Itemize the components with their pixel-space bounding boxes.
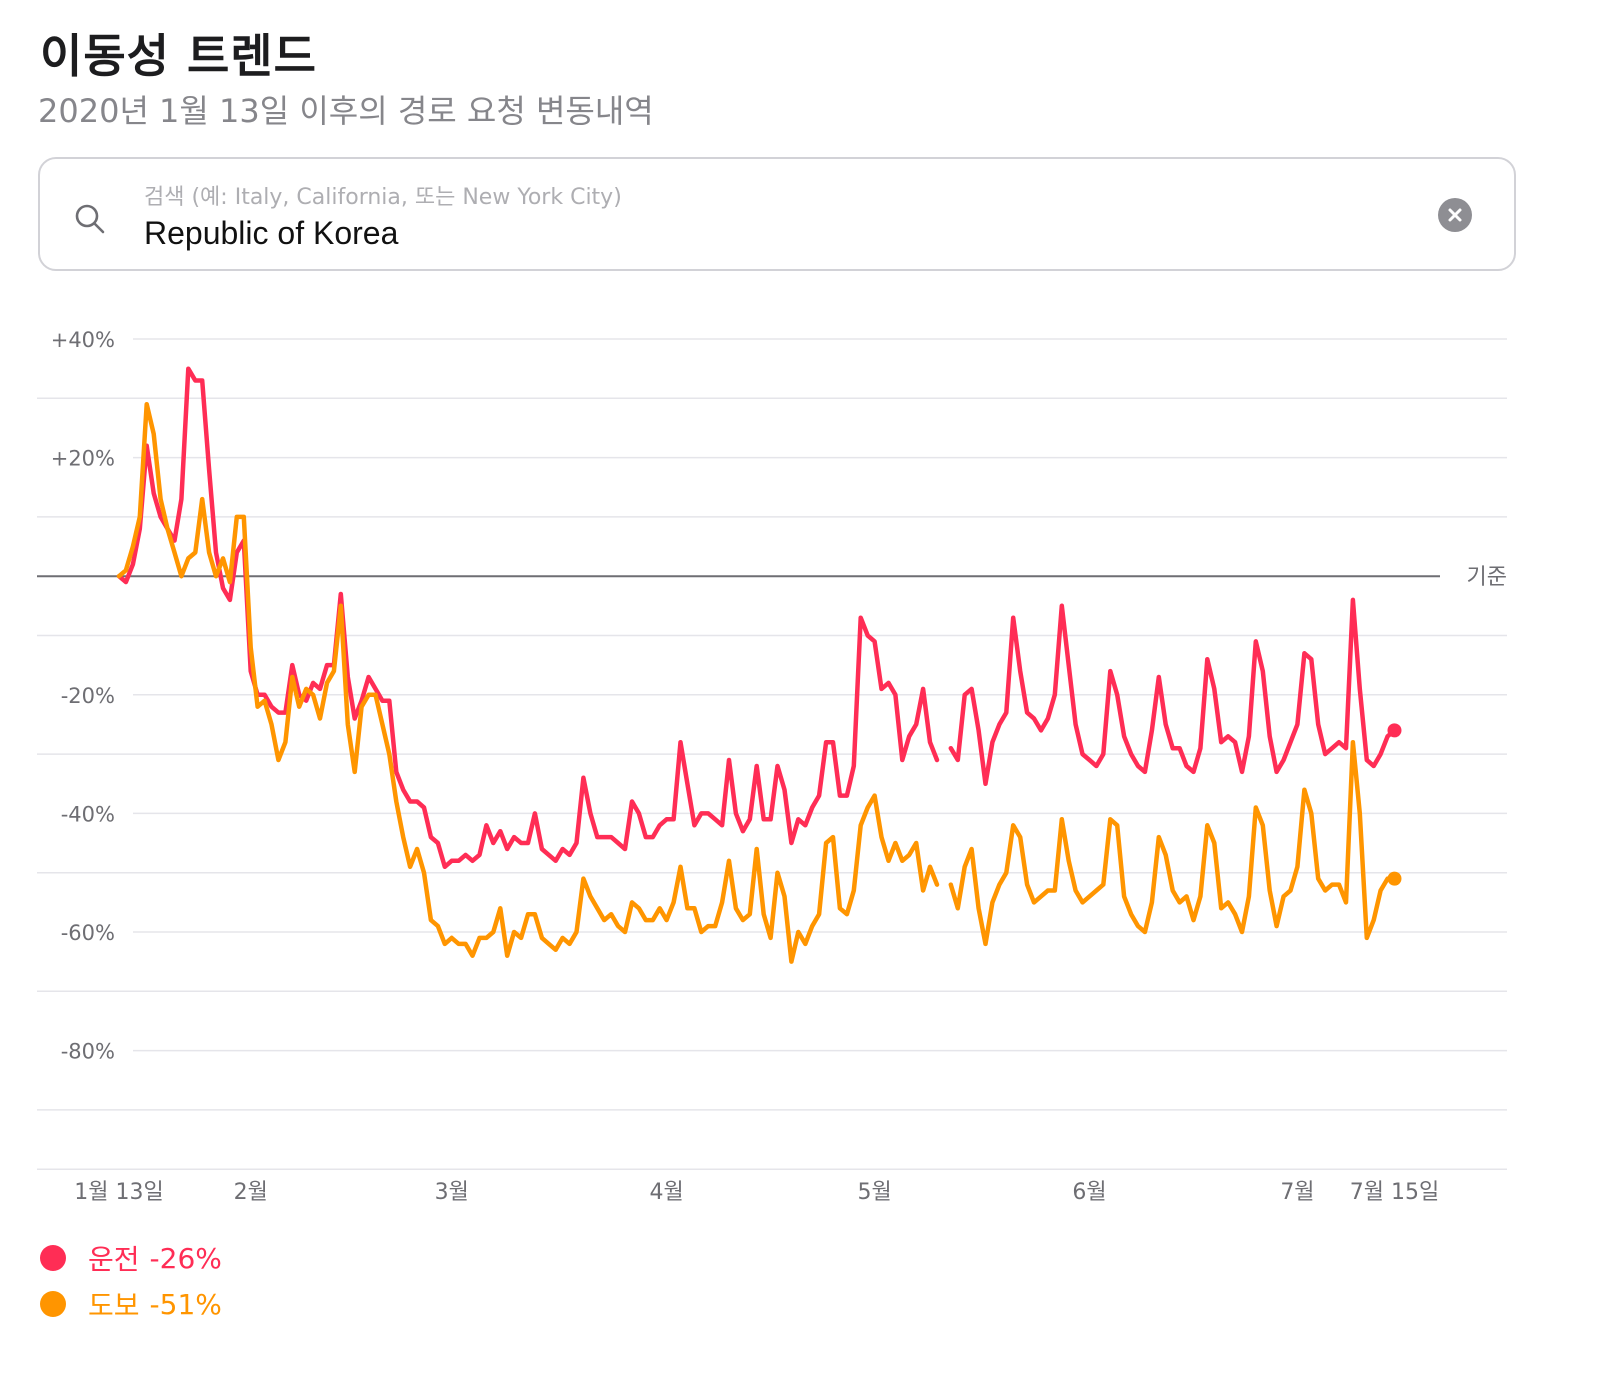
- search-input[interactable]: Republic of Korea: [144, 215, 399, 251]
- x-axis-ticks: 1월 13일 2월 3월 4월 5월 6월 7월 7월 15일: [74, 1180, 1439, 1205]
- x-tick-label: 2월: [234, 1180, 268, 1205]
- y-tick-label: -40%: [61, 802, 115, 826]
- y-tick-label: +20%: [51, 447, 115, 471]
- legend-value-driving: -26%: [149, 1241, 222, 1275]
- gridlines: [37, 338, 1507, 1170]
- close-circle-icon[interactable]: [1438, 198, 1472, 232]
- legend-label-walking: 도보: [88, 1289, 140, 1322]
- legend-dot-walking: [40, 1291, 66, 1317]
- series-lines: [116, 366, 1402, 964]
- series-end-dot-walking: [1387, 871, 1402, 886]
- x-tick-label: 3월: [435, 1180, 469, 1205]
- x-tick-label: 5월: [857, 1180, 891, 1205]
- search-placeholder: 검색 (예: Italy, California, 또는 New York Ci…: [144, 185, 622, 210]
- page-subtitle: 2020년 1월 13일 이후의 경로 요청 변동내역: [38, 92, 654, 130]
- search-icon: [75, 204, 105, 234]
- y-tick-label: -20%: [61, 684, 115, 708]
- legend-value-walking: -51%: [149, 1287, 222, 1321]
- series-line-walking: [948, 739, 1397, 947]
- x-tick-label: 6월: [1072, 1180, 1106, 1205]
- legend-item-driving[interactable]: 운전 -26%: [40, 1235, 222, 1281]
- x-tick-label: 4월: [650, 1180, 684, 1205]
- baseline-label: 기준: [1467, 565, 1507, 590]
- mobility-trend-chart: +40% +20% -20% -40% -60% -80% 기준 1월 13일 2월 3월 4월…: [37, 328, 1507, 1205]
- legend: 운전 -26% 도보 -51%: [40, 1235, 222, 1327]
- page-title: 이동성 트렌드: [40, 29, 317, 83]
- series-line-walking: [116, 401, 940, 964]
- series-end-dot-driving: [1387, 723, 1402, 738]
- series-line-driving: [948, 597, 1397, 787]
- search-box[interactable]: 검색 (예: Italy, California, 또는 New York Ci…: [38, 157, 1516, 271]
- y-tick-label: -80%: [61, 1040, 115, 1064]
- legend-item-walking[interactable]: 도보 -51%: [40, 1281, 222, 1327]
- x-tick-label: 1월 13일: [74, 1180, 163, 1205]
- y-tick-label: +40%: [51, 328, 115, 352]
- series-line-driving: [116, 366, 940, 870]
- x-tick-label: 7월 15일: [1350, 1180, 1439, 1205]
- legend-label-driving: 운전: [88, 1243, 140, 1276]
- y-axis-ticks: +40% +20% -20% -40% -60% -80%: [51, 328, 115, 1064]
- x-tick-label: 7월: [1280, 1180, 1314, 1205]
- y-tick-label: -60%: [61, 921, 115, 945]
- legend-dot-driving: [40, 1245, 66, 1271]
